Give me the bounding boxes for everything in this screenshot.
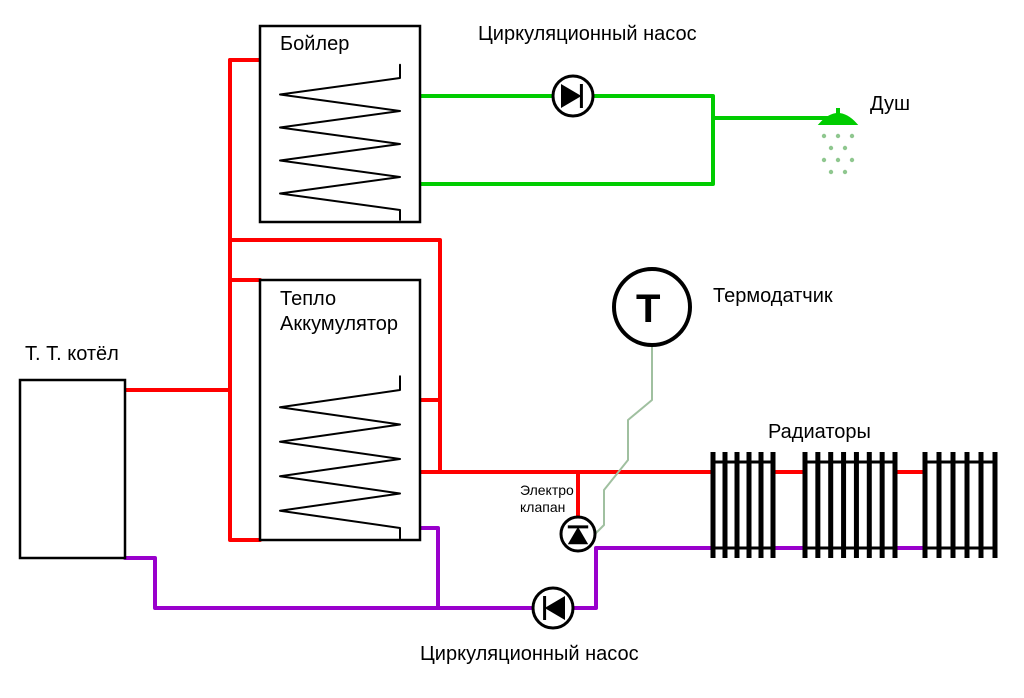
label-boiler_label: Бойлер (280, 33, 349, 55)
label-pump_bottom: Циркуляционный насос (420, 643, 639, 665)
kettle-box (20, 380, 125, 558)
label-heat_acc1: Тепло (280, 288, 336, 310)
label-thermo_letter: Т (636, 287, 660, 331)
label-shower: Душ (870, 93, 910, 115)
label-radiators: Радиаторы (768, 421, 871, 443)
label-electro1: Электро (520, 482, 574, 498)
label-pump_top: Циркуляционный насос (478, 23, 697, 45)
label-electro2: клапан (520, 499, 565, 515)
label-kettle: Т. Т. котёл (25, 343, 119, 365)
label-thermo: Термодатчик (713, 285, 833, 307)
label-heat_acc2: Аккумулятор (280, 313, 398, 335)
